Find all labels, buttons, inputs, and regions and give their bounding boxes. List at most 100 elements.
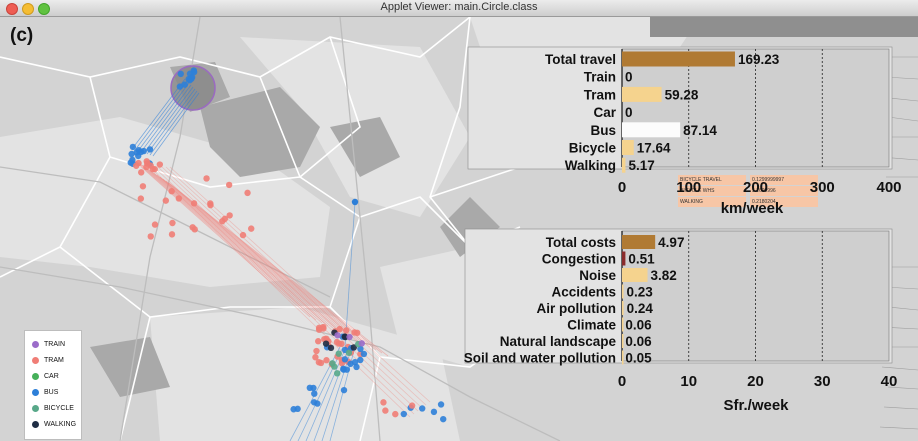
tooltip-cell: 5.1699996 [750, 186, 818, 196]
trip-point [188, 75, 195, 82]
trip-point [138, 169, 145, 176]
legend-item-walking: WALKING [32, 419, 76, 431]
tooltip-cell: 0.2180204 [750, 197, 818, 207]
trip-point [323, 357, 330, 364]
legend-swatch [32, 404, 39, 412]
map-view[interactable] [0, 17, 918, 441]
trip-point [408, 402, 416, 409]
trip-point [244, 189, 251, 197]
flow-line [146, 88, 196, 155]
trip-point [314, 400, 321, 407]
selection-circle [170, 65, 216, 111]
trip-point [129, 143, 137, 151]
flow-line [153, 166, 415, 415]
trip-point [440, 415, 447, 423]
legend-label: TRAM [44, 357, 64, 364]
panel-label: (c) [10, 25, 34, 46]
legend-label: CAR [44, 373, 59, 380]
trip-point [151, 221, 159, 228]
flow-line [152, 92, 200, 157]
flow-line [132, 158, 317, 321]
trip-point [327, 344, 335, 352]
trip-point [331, 363, 338, 370]
flow-line [137, 82, 190, 152]
trip-point [146, 146, 154, 153]
flow-line [149, 166, 411, 418]
trip-point [169, 219, 176, 227]
tooltip-cell: 0.1299999997 [750, 175, 818, 185]
flow-line [161, 166, 423, 409]
trip-point [190, 68, 198, 76]
trip-point [437, 401, 445, 408]
trip-point [168, 231, 176, 238]
trip-point [380, 399, 387, 406]
flow-line [297, 346, 344, 441]
trip-point [392, 410, 399, 418]
flow-line [150, 170, 353, 339]
tooltip-cell: BICYCLE WHS [678, 186, 746, 196]
trip-point [351, 358, 359, 366]
flow-line [162, 178, 377, 351]
minimize-window-button[interactable] [22, 3, 34, 15]
flow-line [168, 182, 389, 357]
trip-point [191, 226, 198, 233]
trip-point [322, 340, 330, 347]
trip-point [382, 407, 389, 414]
legend-label: BUS [44, 389, 59, 396]
trip-point [175, 195, 183, 202]
trip-point [341, 356, 349, 363]
trip-point [311, 390, 318, 397]
trip-point [203, 175, 210, 182]
tooltip-cell: BICYCLE TRAVEL [678, 175, 746, 185]
trip-point [315, 338, 322, 345]
trip-point [313, 347, 320, 355]
legend-item-bicycle: BICYCLE [32, 403, 74, 415]
legend-label: BICYCLE [44, 405, 74, 412]
map-urban-texture [650, 17, 918, 430]
flow-line [344, 201, 356, 348]
flow-line [140, 84, 192, 153]
trip-point [357, 356, 364, 364]
trip-point [143, 163, 150, 171]
trip-point [430, 408, 438, 416]
legend-label: WALKING [44, 421, 77, 428]
legend-swatch [32, 356, 39, 364]
legend-item-train: TRAIN [32, 339, 65, 351]
trip-point [312, 354, 319, 361]
trip-point [334, 332, 341, 339]
trip-point [156, 161, 164, 168]
trip-point [360, 350, 368, 358]
trip-point [137, 195, 145, 202]
trip-point [162, 197, 170, 204]
legend-swatch [32, 420, 39, 428]
window-title: Applet Viewer: main.Circle.class [380, 1, 538, 13]
trip-point [239, 231, 247, 239]
trip-point [340, 366, 347, 373]
trip-point [128, 150, 135, 158]
applet-content: (c) BICYCLE TRAVEL 0.1299999997 BICYCLE … [0, 17, 918, 441]
trip-point [177, 70, 184, 78]
trip-point [181, 81, 189, 88]
legend-swatch [32, 372, 39, 380]
trip-point [133, 162, 140, 169]
trip-point [310, 384, 317, 392]
legend-item-car: CAR [32, 371, 59, 383]
trip-point [225, 181, 233, 189]
trip-point [315, 326, 323, 333]
trip-point [149, 165, 156, 173]
trip-point [147, 233, 154, 240]
trip-point [334, 370, 341, 377]
flow-line [135, 160, 323, 324]
flow-line [144, 166, 341, 333]
title-bar: Applet Viewer: main.Circle.class [0, 0, 918, 17]
legend-item-tram: TRAM [32, 355, 64, 367]
legend-swatch [32, 388, 39, 396]
trip-point [168, 188, 175, 195]
trip-point [139, 183, 147, 190]
flow-line [157, 166, 419, 412]
close-window-button[interactable] [6, 3, 18, 15]
trip-point [351, 198, 359, 206]
zoom-window-button[interactable] [38, 3, 50, 15]
trip-point [127, 159, 134, 166]
